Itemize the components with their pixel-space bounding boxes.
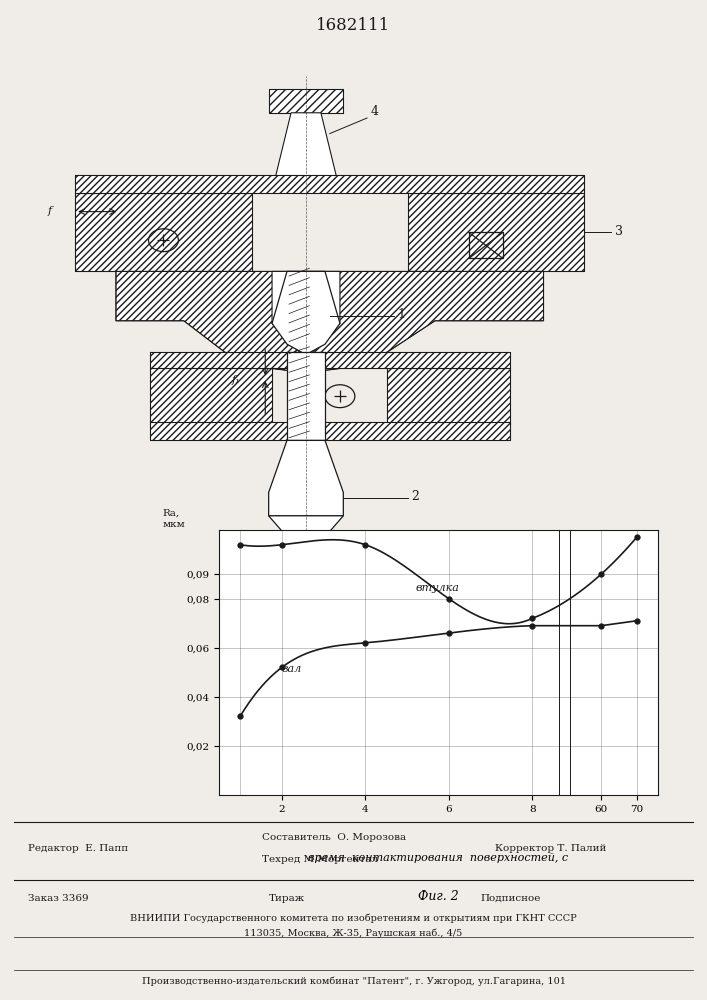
- Text: Подписное: Подписное: [481, 894, 541, 903]
- Text: Тираж: Тираж: [269, 894, 305, 903]
- Text: Rа,
мкм: Rа, мкм: [162, 509, 185, 529]
- Bar: [150, 422, 510, 440]
- Text: Производственно-издательский комбинат "Патент", г. Ужгород, ул.Гагарина, 101: Производственно-издательский комбинат "П…: [141, 977, 566, 986]
- Bar: [387, 368, 510, 425]
- Bar: [150, 352, 510, 368]
- Text: 2: 2: [411, 490, 419, 503]
- Text: Техред М.Моргентал: Техред М.Моргентал: [262, 855, 378, 864]
- Bar: [75, 175, 584, 193]
- Text: 113035, Москва, Ж-35, Раушская наб., 4/5: 113035, Москва, Ж-35, Раушская наб., 4/5: [245, 929, 462, 938]
- Bar: [150, 368, 272, 425]
- Bar: [150, 368, 272, 425]
- Polygon shape: [269, 440, 344, 516]
- Text: f: f: [48, 206, 52, 216]
- Text: 3: 3: [615, 225, 623, 238]
- Bar: [150, 422, 510, 440]
- Bar: [150, 352, 510, 368]
- Bar: [75, 175, 584, 193]
- Text: Составитель  О. Морозова: Составитель О. Морозова: [262, 833, 406, 842]
- Polygon shape: [269, 516, 344, 531]
- Bar: [408, 193, 584, 271]
- Bar: [75, 193, 252, 271]
- Text: вал: вал: [282, 664, 302, 674]
- Bar: [387, 368, 510, 425]
- Text: Корректор Т. Палий: Корректор Т. Палий: [495, 844, 607, 853]
- Text: n: n: [337, 541, 344, 551]
- Polygon shape: [272, 271, 340, 357]
- Text: 1682111: 1682111: [316, 16, 391, 33]
- Text: Фиг. 2: Фиг. 2: [418, 890, 459, 903]
- Bar: [75, 193, 252, 271]
- Text: Редактор  Е. Папп: Редактор Е. Папп: [28, 844, 129, 853]
- Bar: [269, 89, 344, 113]
- Bar: [408, 193, 584, 271]
- Text: время  контактирования  поверхностей, с: время контактирования поверхностей, с: [308, 853, 568, 863]
- Bar: [269, 89, 344, 113]
- Polygon shape: [272, 113, 340, 191]
- Text: Фиг.1: Фиг.1: [269, 551, 301, 561]
- Text: 1: 1: [397, 308, 406, 321]
- Text: ВНИИПИ Государственного комитета по изобретениям и открытиям при ГКНТ СССР: ВНИИПИ Государственного комитета по изоб…: [130, 914, 577, 923]
- Text: втулка: втулка: [416, 583, 460, 593]
- Text: f₁: f₁: [231, 375, 240, 385]
- Text: 4: 4: [370, 105, 378, 118]
- Text: Заказ 3369: Заказ 3369: [28, 894, 89, 903]
- Bar: [469, 232, 503, 258]
- Polygon shape: [272, 271, 340, 355]
- Polygon shape: [116, 271, 544, 373]
- Bar: [287, 352, 325, 440]
